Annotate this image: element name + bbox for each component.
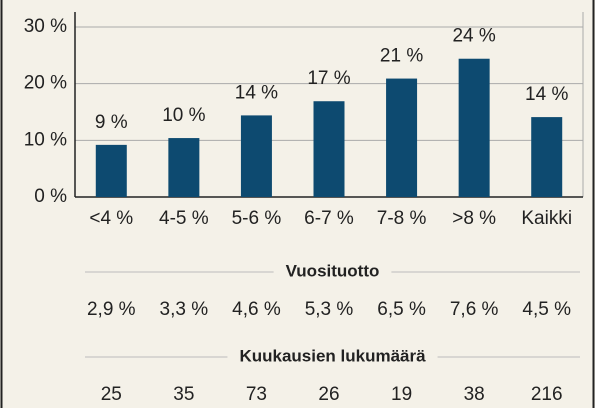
section-title: Vuosituotto <box>286 261 380 280</box>
table-cell: 6,5 % <box>377 299 426 320</box>
bar <box>240 115 272 197</box>
bar <box>531 117 563 197</box>
value-label: 24 % <box>452 26 495 47</box>
bar <box>386 78 418 197</box>
x-tick-label: Kaikki <box>521 208 572 229</box>
table-cell: 7,6 % <box>450 299 499 320</box>
table-cell: 25 <box>101 384 122 405</box>
table-cell: 19 <box>391 384 412 405</box>
x-tick-label: 7-8 % <box>377 208 427 229</box>
x-tick-label: 5-6 % <box>232 208 282 229</box>
x-tick-label: >8 % <box>452 208 496 229</box>
y-tick-label: 30 % <box>24 16 67 37</box>
value-label: 14 % <box>235 82 278 103</box>
value-label: 9 % <box>95 112 128 133</box>
value-label: 17 % <box>307 68 350 89</box>
table-cell: 4,6 % <box>232 299 281 320</box>
y-tick-label: 20 % <box>24 73 67 94</box>
x-tick-label: 6-7 % <box>304 208 354 229</box>
bar <box>95 144 127 197</box>
table-cell: 38 <box>464 384 485 405</box>
x-tick-label: 4-5 % <box>159 208 209 229</box>
table-cell: 26 <box>318 384 339 405</box>
table-cell: 3,3 % <box>160 299 209 320</box>
value-label: 21 % <box>380 46 423 67</box>
value-label: 10 % <box>162 105 205 126</box>
bar <box>313 101 345 197</box>
bar <box>168 138 200 197</box>
table-cell: 4,5 % <box>522 299 571 320</box>
table-cell: 73 <box>246 384 267 405</box>
y-tick-label: 10 % <box>24 129 67 150</box>
section-title: Kuukausien lukumäärä <box>239 346 426 365</box>
table-cell: 2,9 % <box>87 299 136 320</box>
bar <box>458 58 490 197</box>
value-label: 14 % <box>525 84 568 105</box>
x-tick-label: <4 % <box>89 208 133 229</box>
table-cell: 35 <box>173 384 194 405</box>
y-tick-label: 0 % <box>34 186 67 207</box>
table-cell: 216 <box>531 384 563 405</box>
table-cell: 5,3 % <box>305 299 354 320</box>
